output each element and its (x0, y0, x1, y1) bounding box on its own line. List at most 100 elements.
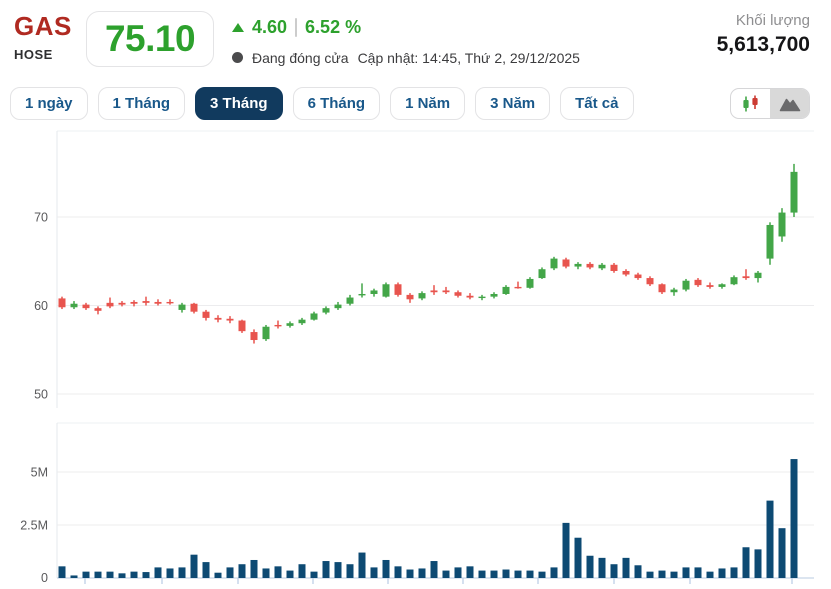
candle[interactable] (94, 306, 102, 315)
candle[interactable] (586, 262, 594, 270)
volume-bar[interactable] (574, 537, 582, 578)
candle[interactable] (274, 320, 282, 329)
candle[interactable] (658, 283, 666, 294)
candle[interactable] (754, 270, 762, 283)
candle[interactable] (574, 262, 582, 270)
candle[interactable] (718, 283, 726, 289)
candle[interactable] (466, 293, 474, 300)
volume-bar[interactable] (250, 559, 258, 578)
tab-3-months[interactable]: 3 Tháng (195, 87, 283, 120)
candle[interactable] (610, 263, 618, 273)
area-chart-button[interactable] (770, 89, 809, 118)
volume-bar[interactable] (706, 571, 714, 578)
volume-bar[interactable] (754, 549, 762, 578)
volume-bar[interactable] (166, 568, 174, 578)
candle[interactable] (634, 272, 642, 280)
volume-bar[interactable] (442, 570, 450, 578)
volume-bar[interactable] (82, 571, 90, 578)
volume-bar[interactable] (634, 565, 642, 578)
volume-bar[interactable] (58, 566, 66, 578)
tab-6-months[interactable]: 6 Tháng (292, 87, 381, 120)
volume-bar[interactable] (670, 571, 678, 578)
volume-bar[interactable] (406, 569, 414, 578)
volume-bar[interactable] (598, 557, 606, 578)
volume-bar[interactable] (730, 567, 738, 578)
candle[interactable] (766, 222, 774, 265)
volume-bar[interactable] (106, 571, 114, 578)
candle[interactable] (370, 288, 378, 297)
volume-bar[interactable] (322, 561, 330, 578)
volume-bar[interactable] (742, 547, 750, 578)
volume-bar[interactable] (382, 559, 390, 578)
candle[interactable] (142, 296, 150, 306)
candle[interactable] (322, 306, 330, 315)
volume-bar[interactable] (454, 567, 462, 578)
volume-bar[interactable] (490, 570, 498, 578)
volume-bar[interactable] (202, 562, 210, 578)
volume-bar[interactable] (94, 571, 102, 578)
volume-bar[interactable] (190, 554, 198, 578)
volume-bar[interactable] (226, 567, 234, 578)
volume-bar[interactable] (358, 552, 366, 578)
volume-bar[interactable] (370, 567, 378, 578)
volume-bar[interactable] (586, 555, 594, 578)
tab-all[interactable]: Tất cả (560, 87, 634, 120)
volume-bar[interactable] (310, 571, 318, 578)
volume-bar[interactable] (718, 568, 726, 578)
volume-bar[interactable] (550, 567, 558, 578)
volume-bar[interactable] (274, 566, 282, 578)
volume-bar[interactable] (430, 561, 438, 578)
candle[interactable] (790, 163, 798, 217)
volume-bar[interactable] (286, 570, 294, 578)
volume-bar[interactable] (766, 500, 774, 578)
volume-bar[interactable] (154, 567, 162, 578)
candle[interactable] (646, 276, 654, 287)
volume-bar[interactable] (478, 570, 486, 578)
tab-3-years[interactable]: 3 Năm (475, 87, 551, 120)
candle[interactable] (538, 267, 546, 279)
candle[interactable] (298, 317, 306, 325)
volume-bar[interactable] (466, 566, 474, 578)
candle[interactable] (346, 294, 354, 306)
candle[interactable] (526, 277, 534, 289)
candle[interactable] (550, 256, 558, 271)
candle[interactable] (598, 263, 606, 271)
volume-bar[interactable] (502, 569, 510, 578)
candle[interactable] (778, 208, 786, 242)
candle[interactable] (226, 316, 234, 324)
candle[interactable] (190, 302, 198, 314)
volume-bar[interactable] (334, 562, 342, 578)
volume-bar[interactable] (778, 528, 786, 578)
candle[interactable] (490, 292, 498, 299)
candle[interactable] (214, 315, 222, 323)
candle[interactable] (454, 290, 462, 298)
candle[interactable] (478, 294, 486, 301)
volume-bar[interactable] (538, 571, 546, 578)
candle[interactable] (682, 278, 690, 292)
tab-1-month[interactable]: 1 Tháng (97, 87, 186, 120)
volume-bar[interactable] (658, 570, 666, 578)
candle[interactable] (58, 296, 66, 310)
candle[interactable] (514, 281, 522, 289)
volume-bar[interactable] (646, 571, 654, 578)
candle[interactable] (154, 299, 162, 306)
candle[interactable] (742, 269, 750, 280)
candle[interactable] (406, 293, 414, 303)
tab-1-year[interactable]: 1 Năm (390, 87, 466, 120)
candle[interactable] (82, 302, 90, 310)
volume-bar[interactable] (622, 557, 630, 578)
volume-series[interactable] (58, 459, 798, 578)
candlestick-series[interactable] (58, 163, 798, 344)
volume-bar[interactable] (394, 566, 402, 578)
volume-bar[interactable] (526, 570, 534, 578)
candle[interactable] (310, 311, 318, 321)
candle[interactable] (202, 309, 210, 321)
candle[interactable] (178, 302, 186, 313)
volume-bar[interactable] (418, 568, 426, 578)
volume-bar[interactable] (346, 564, 354, 578)
volume-bar[interactable] (130, 571, 138, 578)
candle[interactable] (502, 285, 510, 295)
volume-bar[interactable] (142, 572, 150, 578)
volume-bar[interactable] (118, 573, 126, 578)
volume-bar[interactable] (682, 567, 690, 578)
